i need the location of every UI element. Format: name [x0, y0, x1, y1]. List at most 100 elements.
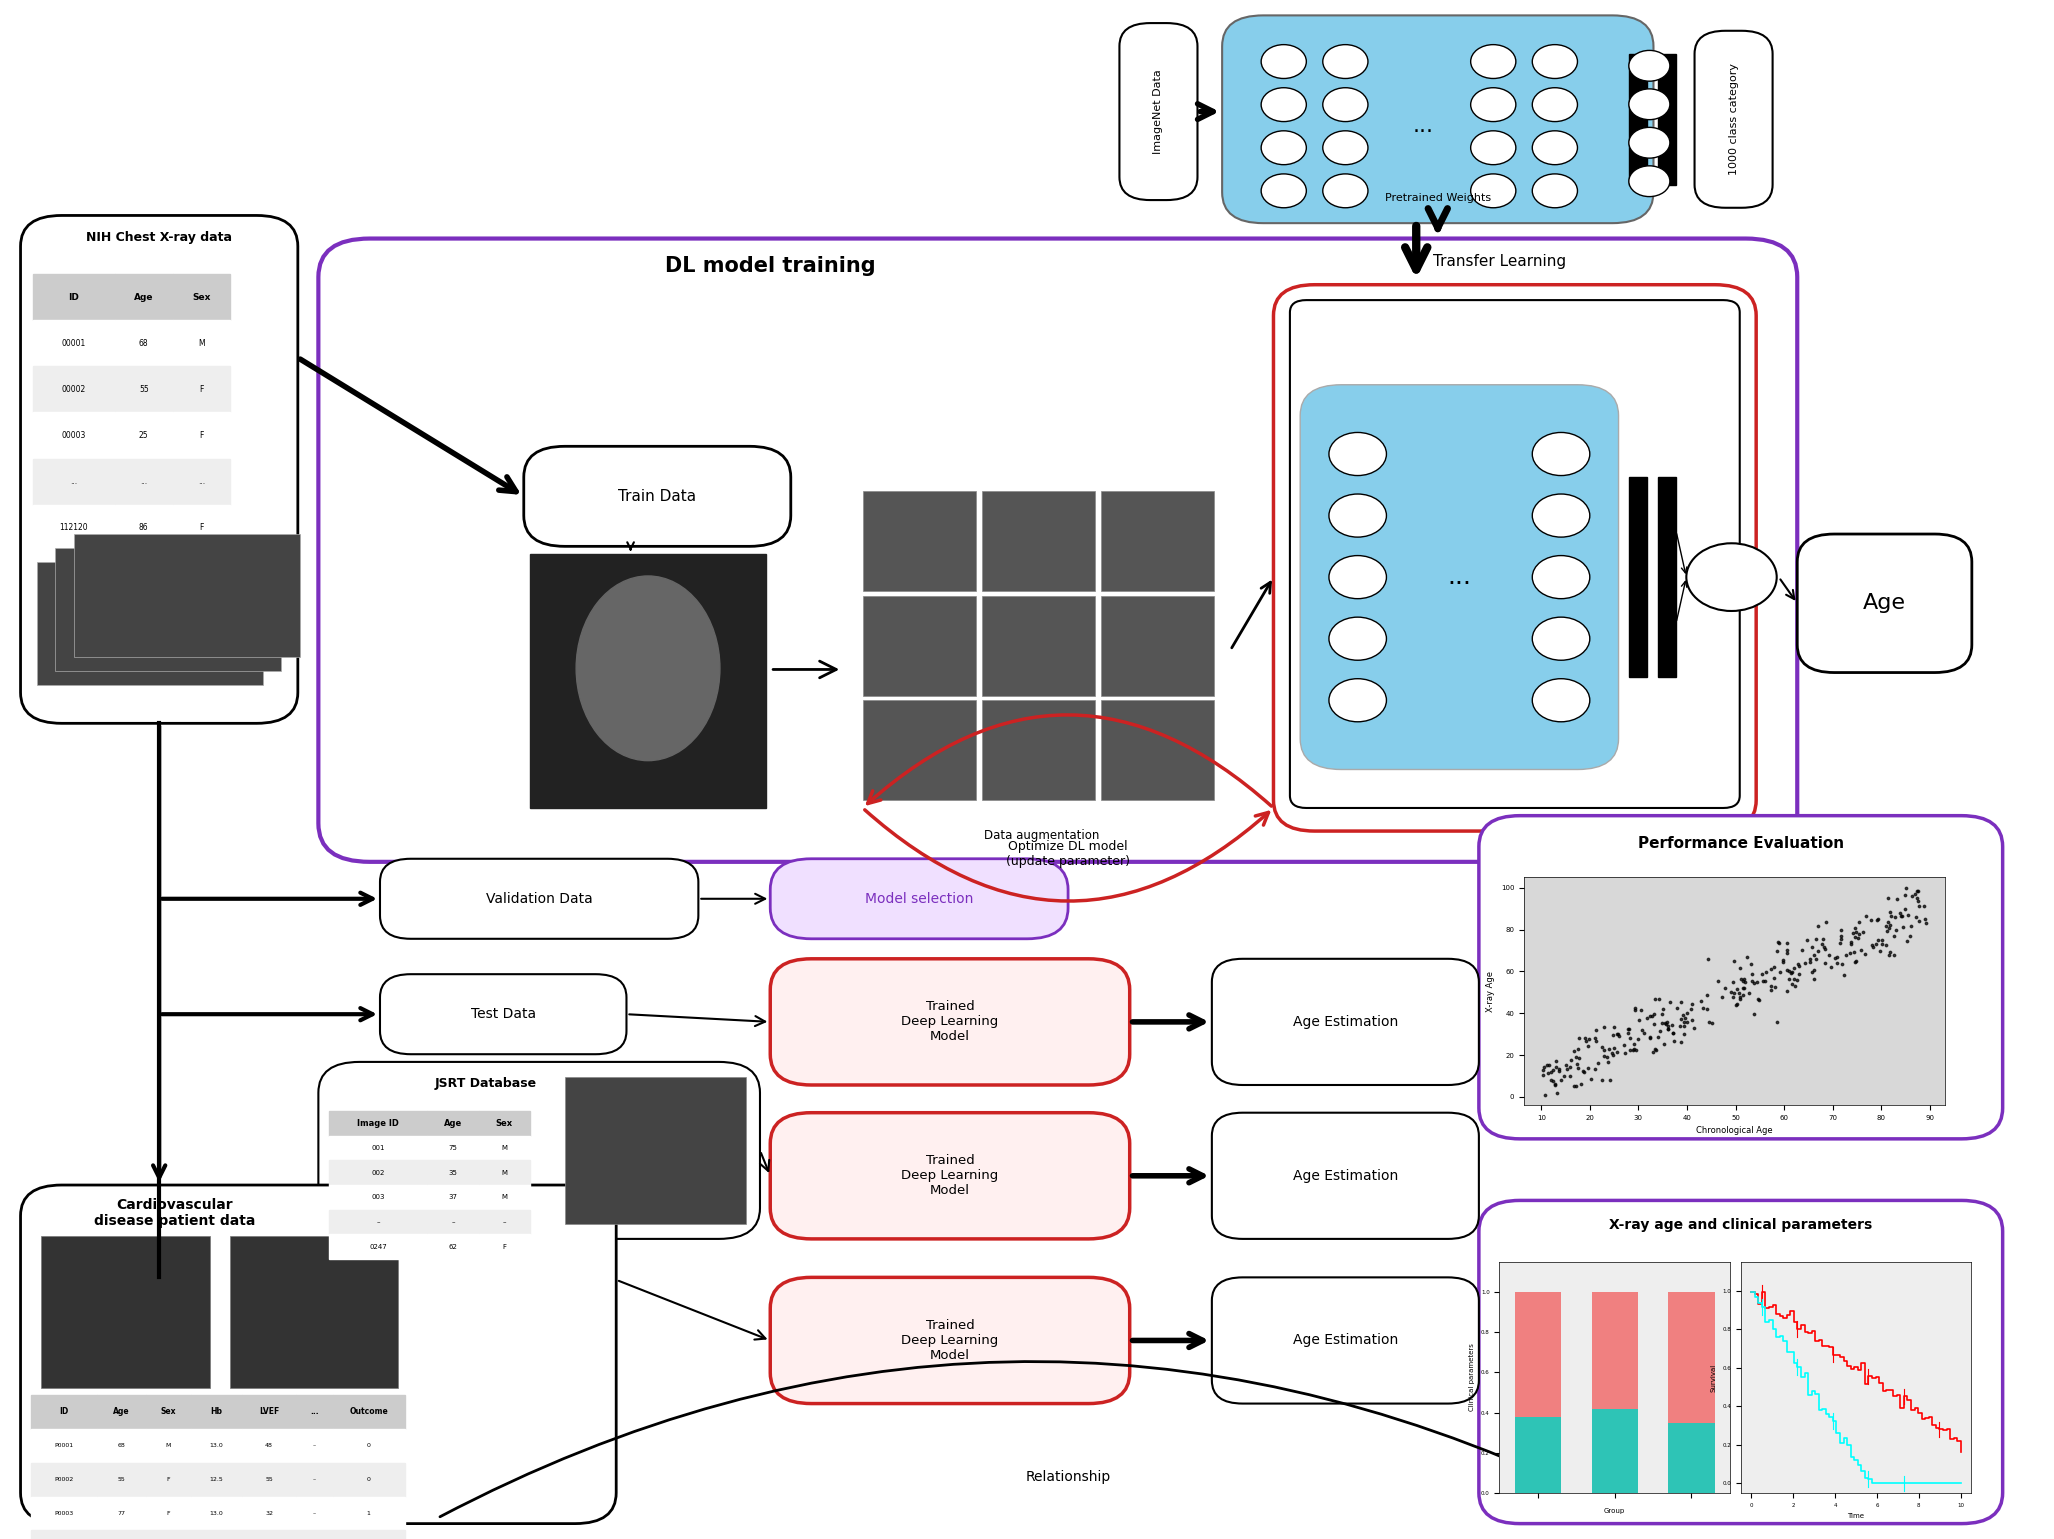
- Point: [1577, 1057, 1610, 1082]
- Point: [1569, 1027, 1602, 1051]
- Bar: [329, 1234, 427, 1259]
- Point: [1894, 914, 1927, 939]
- Text: ID: ID: [68, 292, 80, 302]
- Point: [1781, 951, 1814, 976]
- Bar: [1629, 54, 1647, 185]
- Bar: [173, 505, 230, 551]
- Point: [1592, 1037, 1625, 1062]
- Bar: [115, 274, 173, 320]
- Bar: [55, 548, 281, 671]
- Text: Image ID: Image ID: [357, 1119, 398, 1128]
- Point: [1670, 1000, 1703, 1025]
- Point: [1795, 934, 1828, 959]
- Point: [1684, 990, 1717, 1014]
- Point: [1727, 982, 1760, 1007]
- Point: [1824, 931, 1857, 956]
- FancyBboxPatch shape: [318, 239, 1797, 862]
- Circle shape: [1532, 617, 1590, 660]
- Point: [1656, 1020, 1688, 1045]
- Point: [1534, 1068, 1567, 1093]
- Point: [1859, 931, 1892, 956]
- Point: [1725, 966, 1758, 991]
- Point: [1686, 996, 1719, 1020]
- Bar: [191, 1462, 242, 1496]
- Text: 32: 32: [265, 1511, 273, 1516]
- Point: [1871, 919, 1904, 943]
- Point: [1594, 1068, 1627, 1093]
- Point: [1580, 1017, 1612, 1042]
- Point: [1641, 1025, 1674, 1050]
- X-axis label: Chronological Age: Chronological Age: [1697, 1127, 1773, 1136]
- Text: NIH Chest X-ray data: NIH Chest X-ray data: [86, 231, 232, 243]
- Point: [1660, 996, 1692, 1020]
- FancyBboxPatch shape: [1212, 1113, 1479, 1239]
- Text: ...: ...: [1448, 565, 1471, 589]
- Point: [1890, 897, 1923, 922]
- Point: [1805, 931, 1838, 956]
- Text: P0002: P0002: [53, 1477, 74, 1482]
- Point: [1873, 913, 1906, 937]
- Point: [1877, 905, 1910, 930]
- Circle shape: [1261, 45, 1306, 78]
- Point: [1608, 1040, 1641, 1065]
- Point: [1896, 883, 1929, 908]
- Point: [1828, 963, 1861, 988]
- FancyBboxPatch shape: [380, 859, 698, 939]
- Bar: [479, 1210, 530, 1234]
- Point: [1639, 986, 1672, 1011]
- Point: [1830, 943, 1863, 968]
- Circle shape: [1329, 432, 1386, 476]
- Point: [1637, 1011, 1670, 1036]
- Text: Validation Data: Validation Data: [487, 891, 592, 906]
- Bar: [333, 1394, 405, 1428]
- Point: [1580, 1025, 1612, 1050]
- Point: [1875, 903, 1908, 928]
- Bar: [33, 412, 115, 459]
- Point: [1842, 910, 1875, 934]
- Point: [1545, 1068, 1577, 1093]
- Point: [1908, 894, 1941, 919]
- Point: [1717, 980, 1750, 1005]
- Point: [1775, 960, 1808, 985]
- Point: [1676, 991, 1709, 1016]
- Text: LVEF: LVEF: [259, 1407, 279, 1416]
- Point: [1547, 1063, 1580, 1088]
- Circle shape: [1323, 88, 1368, 122]
- Point: [1842, 925, 1875, 950]
- Point: [1651, 1014, 1684, 1039]
- Circle shape: [1532, 131, 1577, 165]
- Point: [1598, 1036, 1631, 1060]
- Text: X-ray age and clinical parameters: X-ray age and clinical parameters: [1608, 1217, 1873, 1233]
- Point: [1588, 1043, 1621, 1068]
- FancyBboxPatch shape: [318, 1062, 760, 1239]
- Point: [1629, 1020, 1662, 1045]
- Text: M: M: [197, 339, 205, 348]
- Text: Trained
Deep Learning
Model: Trained Deep Learning Model: [902, 1319, 998, 1362]
- Text: ...: ...: [310, 1407, 318, 1416]
- Point: [1838, 925, 1871, 950]
- FancyBboxPatch shape: [524, 446, 791, 546]
- Point: [1879, 919, 1912, 943]
- Bar: [565, 1077, 746, 1224]
- Point: [1723, 985, 1756, 1010]
- Point: [1886, 916, 1918, 940]
- Text: Age Estimation: Age Estimation: [1292, 1014, 1399, 1030]
- Text: Performance Evaluation: Performance Evaluation: [1637, 836, 1844, 851]
- FancyBboxPatch shape: [1212, 959, 1479, 1085]
- Point: [1612, 1027, 1645, 1051]
- Point: [1596, 1040, 1629, 1065]
- Bar: [1514, 1416, 1561, 1493]
- Point: [1762, 930, 1795, 954]
- Point: [1678, 1016, 1711, 1040]
- Bar: [427, 1160, 479, 1185]
- FancyBboxPatch shape: [1479, 1200, 2003, 1524]
- Point: [1849, 903, 1881, 928]
- Text: 0: 0: [368, 1477, 370, 1482]
- Bar: [982, 491, 1095, 591]
- Text: 86: 86: [140, 523, 148, 532]
- Point: [1715, 980, 1748, 1005]
- Point: [1588, 1014, 1621, 1039]
- Text: M: M: [501, 1194, 507, 1200]
- Circle shape: [1323, 131, 1368, 165]
- Point: [1810, 910, 1842, 934]
